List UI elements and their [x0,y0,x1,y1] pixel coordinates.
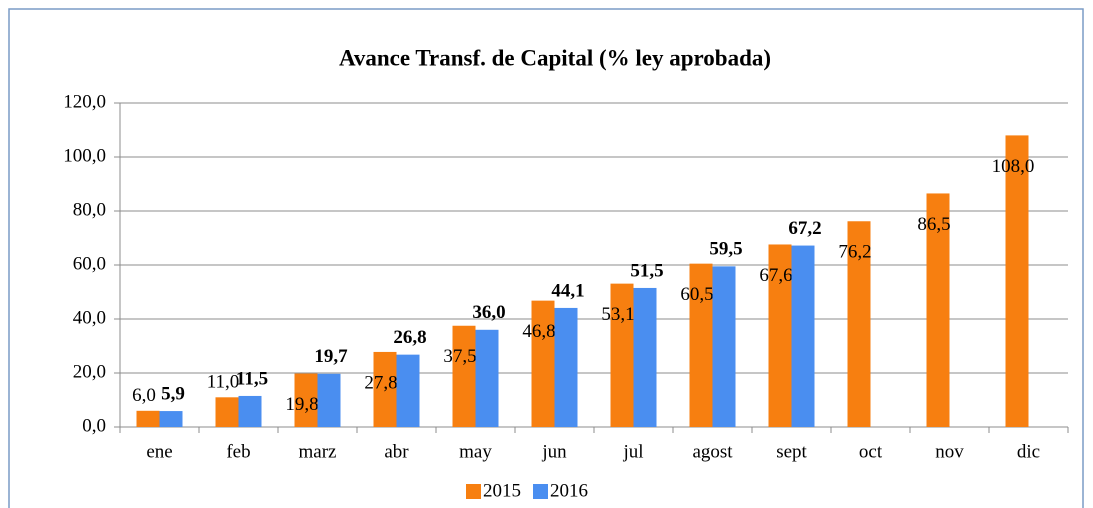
bar [215,397,239,427]
bar [791,245,815,427]
x-tick-label: jul [622,441,643,462]
x-tick-label: oct [859,441,883,462]
data-label: 5,9 [161,383,185,404]
bar [317,373,341,427]
bar [1005,135,1029,427]
data-label: 44,1 [551,280,584,301]
data-label: 60,5 [680,284,713,305]
x-tick-label: dic [1017,441,1040,462]
y-tick-label: 40,0 [73,307,106,328]
chart-border [8,8,1084,508]
data-label: 46,8 [522,321,555,342]
y-tick-label: 80,0 [73,199,106,220]
bar [531,300,555,427]
y-tick-label: 0,0 [82,415,106,436]
x-tick-label: nov [935,441,964,462]
bar [238,395,262,427]
x-tick-label: feb [226,441,250,462]
data-label: 36,0 [472,302,505,323]
data-label: 11,0 [207,372,240,393]
bar [689,263,713,427]
bar [926,193,950,427]
x-tick-label: jun [541,441,567,462]
data-label: 67,6 [759,265,792,286]
bar [294,373,318,427]
bar [554,307,578,427]
bar [452,325,476,427]
data-label: 67,2 [788,218,821,239]
data-label: 59,5 [709,239,742,260]
x-tick-label: marz [299,441,337,462]
data-label: 26,8 [393,327,426,348]
x-tick-label: ene [146,441,172,462]
legend-label: 2015 [483,480,521,501]
x-tick-label: sept [776,441,807,462]
bar [373,351,397,427]
bar [610,283,634,427]
x-tick-label: may [459,441,492,462]
x-tick-label: abr [384,441,409,462]
legend-label: 2016 [550,480,588,501]
data-label: 76,2 [838,242,871,263]
y-tick-label: 20,0 [73,361,106,382]
bar [633,287,657,427]
legend-swatch [466,484,481,499]
legend-swatch [533,484,548,499]
bar [475,329,499,427]
data-label: 11,5 [236,368,268,389]
bar [847,221,871,427]
x-tick-label: agost [692,441,733,462]
data-label: 37,5 [443,346,476,367]
data-label: 53,1 [601,304,634,325]
bar [136,410,160,427]
data-label: 51,5 [630,260,663,281]
bar [396,354,420,427]
bar [712,266,736,427]
y-tick-label: 100,0 [63,145,106,166]
data-label: 6,0 [132,385,156,406]
chart-title: Avance Transf. de Capital (% ley aprobad… [339,45,771,70]
bar [159,411,183,427]
y-tick-label: 120,0 [63,91,106,112]
data-label: 19,7 [314,346,348,367]
y-tick-label: 60,0 [73,253,106,274]
data-label: 86,5 [917,214,950,235]
bar [768,244,792,427]
data-label: 108,0 [992,156,1035,177]
data-label: 27,8 [364,372,397,393]
data-label: 19,8 [285,394,318,415]
